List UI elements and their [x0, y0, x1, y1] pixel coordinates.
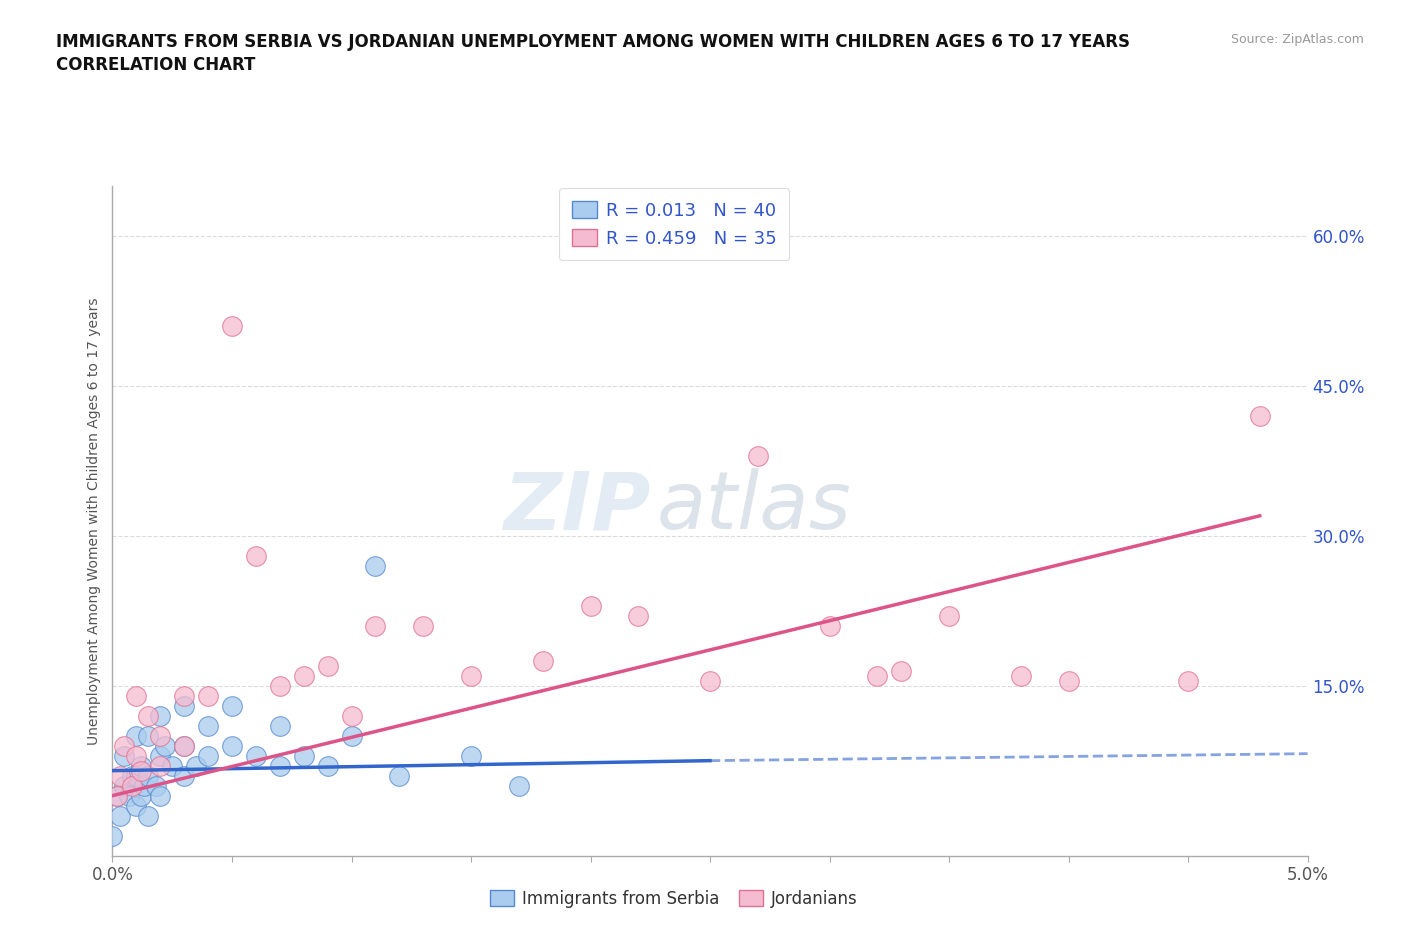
Point — [221, 738, 243, 753]
Point — [531, 653, 554, 668]
Point — [364, 558, 387, 573]
Point — [125, 798, 148, 813]
Point — [173, 698, 195, 713]
Point — [1249, 408, 1271, 423]
Point — [1057, 673, 1080, 688]
Point — [316, 758, 339, 773]
Point — [121, 768, 143, 783]
Point — [197, 749, 219, 764]
Point — [149, 789, 172, 804]
Point — [108, 768, 131, 783]
Point — [221, 318, 243, 333]
Point — [173, 688, 195, 703]
Point — [153, 738, 176, 753]
Point — [138, 709, 160, 724]
Point — [269, 758, 291, 773]
Point — [138, 768, 160, 783]
Point — [105, 789, 128, 804]
Point — [114, 738, 135, 753]
Point — [114, 778, 135, 793]
Point — [340, 709, 363, 724]
Point — [460, 749, 482, 764]
Point — [627, 608, 650, 623]
Point — [129, 789, 152, 804]
Point — [508, 778, 530, 793]
Point — [388, 768, 411, 783]
Point — [173, 738, 195, 753]
Text: CORRELATION CHART: CORRELATION CHART — [56, 56, 256, 73]
Point — [316, 658, 339, 673]
Point — [173, 738, 195, 753]
Point — [186, 758, 208, 773]
Point — [866, 669, 889, 684]
Point — [118, 789, 141, 804]
Point — [108, 808, 131, 823]
Point — [269, 718, 291, 733]
Text: ZIP: ZIP — [503, 469, 650, 547]
Text: IMMIGRANTS FROM SERBIA VS JORDANIAN UNEMPLOYMENT AMONG WOMEN WITH CHILDREN AGES : IMMIGRANTS FROM SERBIA VS JORDANIAN UNEM… — [56, 33, 1130, 50]
Point — [162, 758, 183, 773]
Point — [149, 728, 172, 743]
Point — [292, 669, 315, 684]
Text: atlas: atlas — [657, 469, 851, 547]
Point — [105, 789, 128, 804]
Point — [818, 618, 841, 633]
Point — [138, 808, 160, 823]
Point — [245, 749, 267, 764]
Point — [245, 549, 267, 564]
Point — [125, 768, 148, 783]
Y-axis label: Unemployment Among Women with Children Ages 6 to 17 years: Unemployment Among Women with Children A… — [87, 297, 101, 745]
Point — [121, 778, 143, 793]
Point — [938, 608, 960, 623]
Point — [129, 758, 152, 773]
Point — [1010, 669, 1032, 684]
Point — [579, 598, 602, 613]
Point — [197, 718, 219, 733]
Point — [221, 698, 243, 713]
Point — [125, 688, 148, 703]
Text: Source: ZipAtlas.com: Source: ZipAtlas.com — [1230, 33, 1364, 46]
Point — [699, 673, 721, 688]
Point — [364, 618, 387, 633]
Point — [747, 448, 769, 463]
Legend: Immigrants from Serbia, Jordanians: Immigrants from Serbia, Jordanians — [484, 883, 865, 914]
Point — [149, 758, 172, 773]
Point — [101, 829, 124, 844]
Point — [125, 749, 148, 764]
Point — [197, 688, 219, 703]
Point — [173, 768, 195, 783]
Point — [890, 663, 912, 678]
Point — [125, 728, 148, 743]
Point — [145, 778, 167, 793]
Point — [129, 764, 152, 778]
Point — [292, 749, 315, 764]
Point — [460, 669, 482, 684]
Point — [149, 749, 172, 764]
Point — [1177, 673, 1199, 688]
Point — [412, 618, 434, 633]
Point — [114, 749, 135, 764]
Point — [269, 678, 291, 693]
Point — [138, 728, 160, 743]
Point — [132, 778, 155, 793]
Point — [340, 728, 363, 743]
Point — [149, 709, 172, 724]
